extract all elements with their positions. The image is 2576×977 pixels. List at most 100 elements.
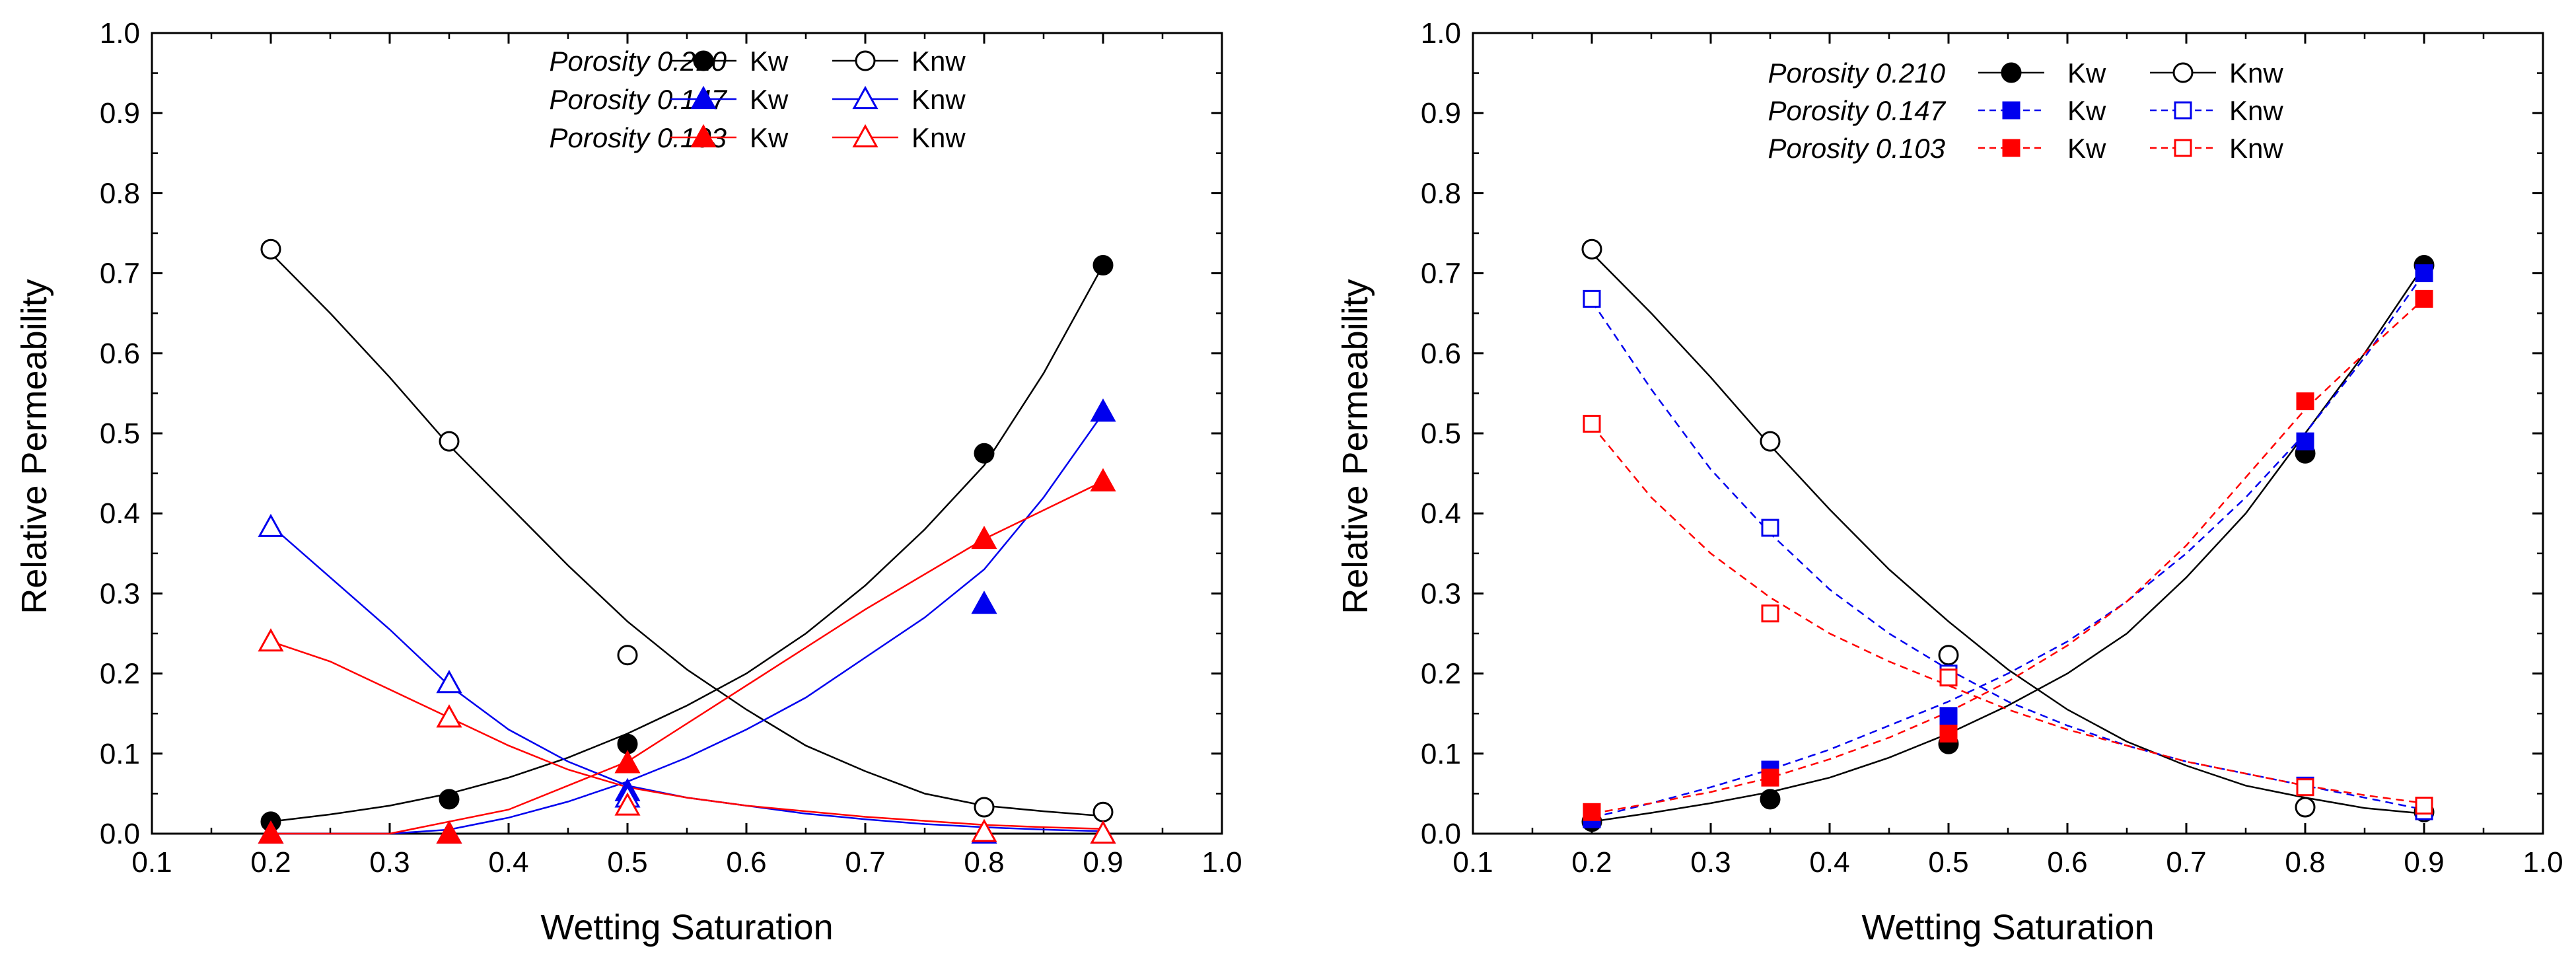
y-tick-label: 0.1	[1421, 738, 1461, 770]
data-point-knw-1	[436, 670, 462, 694]
y-tick-label: 0.8	[1421, 177, 1461, 209]
legend-label: Porosity 0.147	[1768, 95, 1947, 126]
data-point-knw-0	[1938, 645, 1959, 666]
data-point-knw-1	[258, 513, 284, 537]
data-point-knw-1	[1583, 289, 1601, 308]
data-point-knw-1	[1761, 519, 1779, 537]
y-axis-label: Relative Permeability	[15, 279, 54, 614]
data-point-kw-2	[2415, 289, 2433, 308]
x-tick-label: 0.5	[607, 846, 647, 879]
x-tick-label: 0.3	[1690, 846, 1731, 879]
legend-marker-knw	[2172, 62, 2194, 83]
data-point-knw-2	[1583, 414, 1601, 433]
fit-line-kw-1	[1591, 272, 2425, 819]
y-axis-label: Relative Permeability	[1336, 279, 1375, 614]
y-tick-label: 0.3	[100, 577, 140, 610]
x-tick-label: 0.5	[1928, 846, 1968, 879]
legend-entry-knw: Knw	[2229, 57, 2283, 89]
data-point-kw-0	[439, 789, 460, 810]
legend-entry-kw: Kw	[750, 84, 789, 115]
left-panel: 0.1 0.2 0.3 0.4 0.5 0.6 0.7 0.8 0.9 1.00.00.10.20…	[15, 17, 1242, 947]
data-point-kw-2	[614, 750, 641, 774]
data-point-kw-2	[971, 525, 997, 550]
x-axis-label: Wetting Saturation	[540, 908, 833, 947]
x-tick-label: 0.9	[2404, 846, 2444, 879]
legend-entry-knw: Knw	[912, 84, 966, 115]
legend-entry-knw: Knw	[2229, 133, 2283, 164]
right-panel: 0.1 0.2 0.3 0.4 0.5 0.6 0.7 0.8 0.9 1.00.00.10.20…	[1336, 17, 2563, 947]
data-point-kw-2	[436, 820, 462, 844]
data-point-kw-0	[974, 443, 995, 464]
data-point-knw-2	[614, 792, 641, 816]
data-point-knw-0	[1581, 238, 1602, 260]
x-tick-label: 0.9	[1083, 846, 1123, 879]
x-tick-label: 0.6	[726, 846, 766, 879]
legend-entry-knw: Knw	[2229, 95, 2283, 126]
data-point-knw-0	[439, 431, 460, 452]
data-point-knw-2	[1761, 604, 1779, 623]
y-tick-label: 1.0	[100, 17, 140, 50]
fit-line-kw-0	[270, 264, 1104, 823]
y-tick-label: 0.6	[100, 338, 140, 370]
fit-line-knw-1	[270, 525, 1104, 832]
x-axis-label: Wetting Saturation	[1861, 908, 2154, 947]
data-point-knw-2	[436, 704, 462, 728]
legend-entry-kw: Kw	[2067, 95, 2106, 126]
data-point-knw-0	[1760, 431, 1781, 452]
fit-line-kw-1	[271, 412, 1104, 835]
y-tick-label: 0.0	[100, 818, 140, 850]
x-tick-label: 0.1	[131, 846, 172, 879]
legend-marker-kw	[2001, 62, 2022, 83]
y-tick-label: 1.0	[1421, 17, 1461, 50]
data-point-kw-1	[2415, 264, 2433, 283]
legend-entry-kw: Kw	[750, 46, 789, 77]
legend-marker-knw	[2174, 101, 2192, 120]
data-point-kw-1	[1090, 398, 1116, 422]
x-tick-label: 0.1	[1452, 846, 1493, 879]
data-point-knw-0	[974, 797, 995, 818]
legend-entry-kw: Kw	[2067, 57, 2106, 89]
data-point-kw-2	[1939, 725, 1958, 742]
y-tick-label: 0.8	[100, 177, 140, 209]
legend-marker-kw	[690, 124, 717, 148]
y-tick-label: 0.4	[1421, 497, 1461, 530]
data-point-kw-0	[1760, 789, 1781, 810]
legend-marker-knw	[852, 85, 878, 110]
x-tick-label: 0.2	[1571, 846, 1612, 879]
data-point-knw-2	[971, 818, 997, 842]
data-point-knw-0	[617, 645, 638, 666]
y-tick-label: 0.7	[1421, 258, 1461, 290]
x-tick-label: 0.3	[369, 846, 410, 879]
y-tick-label: 0.9	[1421, 97, 1461, 129]
y-tick-label: 0.1	[100, 738, 140, 770]
x-tick-label: 1.0	[1201, 846, 1242, 879]
data-point-knw-2	[1939, 669, 1958, 687]
x-tick-label: 1.0	[2522, 846, 2563, 879]
data-point-knw-0	[260, 238, 281, 260]
y-tick-label: 0.7	[100, 258, 140, 290]
fit-line-kw-2	[1591, 298, 2425, 814]
legend-marker-knw	[2174, 139, 2192, 157]
data-point-kw-0	[1092, 254, 1114, 275]
y-tick-label: 0.2	[1421, 658, 1461, 690]
data-point-kw-2	[258, 820, 284, 844]
fit-line-kw-2	[271, 480, 1104, 835]
legend-entry-kw: Kw	[2067, 133, 2106, 164]
y-tick-label: 0.9	[100, 97, 140, 129]
y-tick-label: 0.2	[100, 658, 140, 690]
data-point-kw-2	[1583, 803, 1601, 821]
data-point-knw-2	[2415, 797, 2433, 815]
data-point-knw-0	[2295, 797, 2316, 818]
data-point-knw-2	[2296, 778, 2314, 797]
x-tick-label: 0.2	[250, 846, 291, 879]
fit-line-knw-1	[1591, 301, 2425, 811]
legend-marker-knw	[852, 124, 878, 148]
x-tick-label: 0.8	[2285, 846, 2325, 879]
legend-marker-kw	[693, 50, 714, 71]
data-point-kw-1	[971, 591, 997, 614]
y-tick-label: 0.5	[100, 417, 140, 450]
fit-line-knw-0	[270, 252, 1104, 817]
data-point-knw-0	[1092, 801, 1114, 822]
y-tick-label: 0.6	[1421, 338, 1461, 370]
